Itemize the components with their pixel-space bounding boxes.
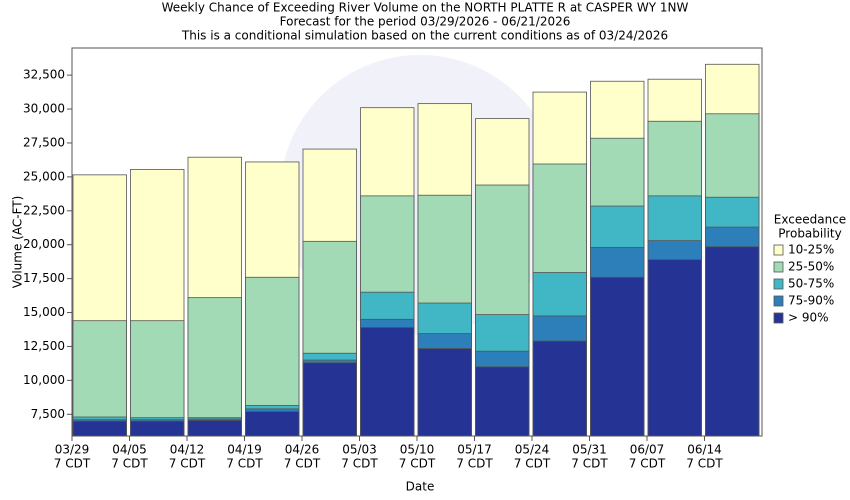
y-tick-label: 30,000 (23, 102, 65, 116)
x-tick-sublabel: 7 CDT (169, 457, 206, 471)
x-tick-label: 05/31 (572, 443, 607, 457)
y-tick-label: 25,000 (23, 169, 65, 183)
y-tick-label: 27,500 (23, 135, 65, 149)
bar (130, 420, 185, 437)
y-tick-label: 7,500 (31, 407, 65, 421)
x-tick-sublabel: 7 CDT (341, 457, 378, 471)
x-tick-label: 04/26 (285, 443, 320, 457)
legend-swatch (773, 261, 784, 273)
chart-subtitle: Forecast for the period 03/29/2026 - 06/… (280, 15, 571, 29)
y-tick-label: 10,000 (23, 373, 65, 387)
x-tick-sublabel: 7 CDT (456, 457, 493, 471)
bar (475, 366, 530, 437)
legend-label: 75-90% (788, 294, 834, 308)
bar (72, 420, 127, 437)
bar (245, 411, 300, 437)
legend-swatch (773, 244, 784, 256)
y-tick-label: 32,500 (23, 68, 65, 82)
y-tick-label: 22,500 (23, 203, 65, 217)
legend-label: > 90% (788, 311, 829, 325)
bar (187, 297, 242, 437)
x-tick-sublabel: 7 CDT (399, 457, 436, 471)
legend-title: Probability (778, 227, 841, 241)
x-tick-label: 05/03 (342, 443, 377, 457)
y-tick-label: 12,500 (23, 339, 65, 353)
x-tick-sublabel: 7 CDT (111, 457, 148, 471)
bar (705, 246, 760, 437)
x-tick-label: 03/29 (55, 443, 90, 457)
x-tick-label: 05/17 (457, 443, 492, 457)
y-axis-label: Volume (AC-FT) (11, 196, 25, 289)
legend-swatch (773, 312, 784, 324)
legend-swatch (773, 295, 784, 307)
x-tick-label: 04/12 (170, 443, 205, 457)
x-tick-sublabel: 7 CDT (629, 457, 666, 471)
bar (302, 362, 357, 437)
x-tick-label: 04/05 (112, 443, 147, 457)
x-tick-label: 06/14 (687, 443, 722, 457)
x-tick-sublabel: 7 CDT (686, 457, 723, 471)
bar (417, 348, 472, 437)
legend-swatch (773, 278, 784, 290)
x-tick-sublabel: 7 CDT (226, 457, 263, 471)
y-tick-label: 17,500 (23, 271, 65, 285)
x-tick-sublabel: 7 CDT (284, 457, 321, 471)
bar (187, 419, 242, 437)
x-tick-label: 05/10 (400, 443, 435, 457)
x-tick-label: 04/19 (227, 443, 262, 457)
x-tick-sublabel: 7 CDT (54, 457, 91, 471)
legend-label: 50-75% (788, 277, 834, 291)
bar (532, 340, 587, 437)
legend-title: Exceedance (774, 213, 846, 227)
legend-label: 10-25% (788, 243, 834, 257)
x-axis-label: Date (406, 480, 435, 494)
bar (130, 320, 185, 437)
x-tick-sublabel: 7 CDT (514, 457, 551, 471)
chart-subtitle: This is a conditional simulation based o… (181, 29, 668, 43)
legend-label: 25-50% (788, 260, 834, 274)
bar (590, 276, 645, 437)
x-tick-sublabel: 7 CDT (571, 457, 608, 471)
bar (647, 259, 702, 437)
y-tick-label: 20,000 (23, 237, 65, 251)
bar (360, 327, 415, 437)
y-tick-label: 15,000 (23, 305, 65, 319)
x-tick-label: 06/07 (630, 443, 665, 457)
x-tick-label: 05/24 (515, 443, 550, 457)
chart-title: Weekly Chance of Exceeding River Volume … (162, 1, 689, 15)
